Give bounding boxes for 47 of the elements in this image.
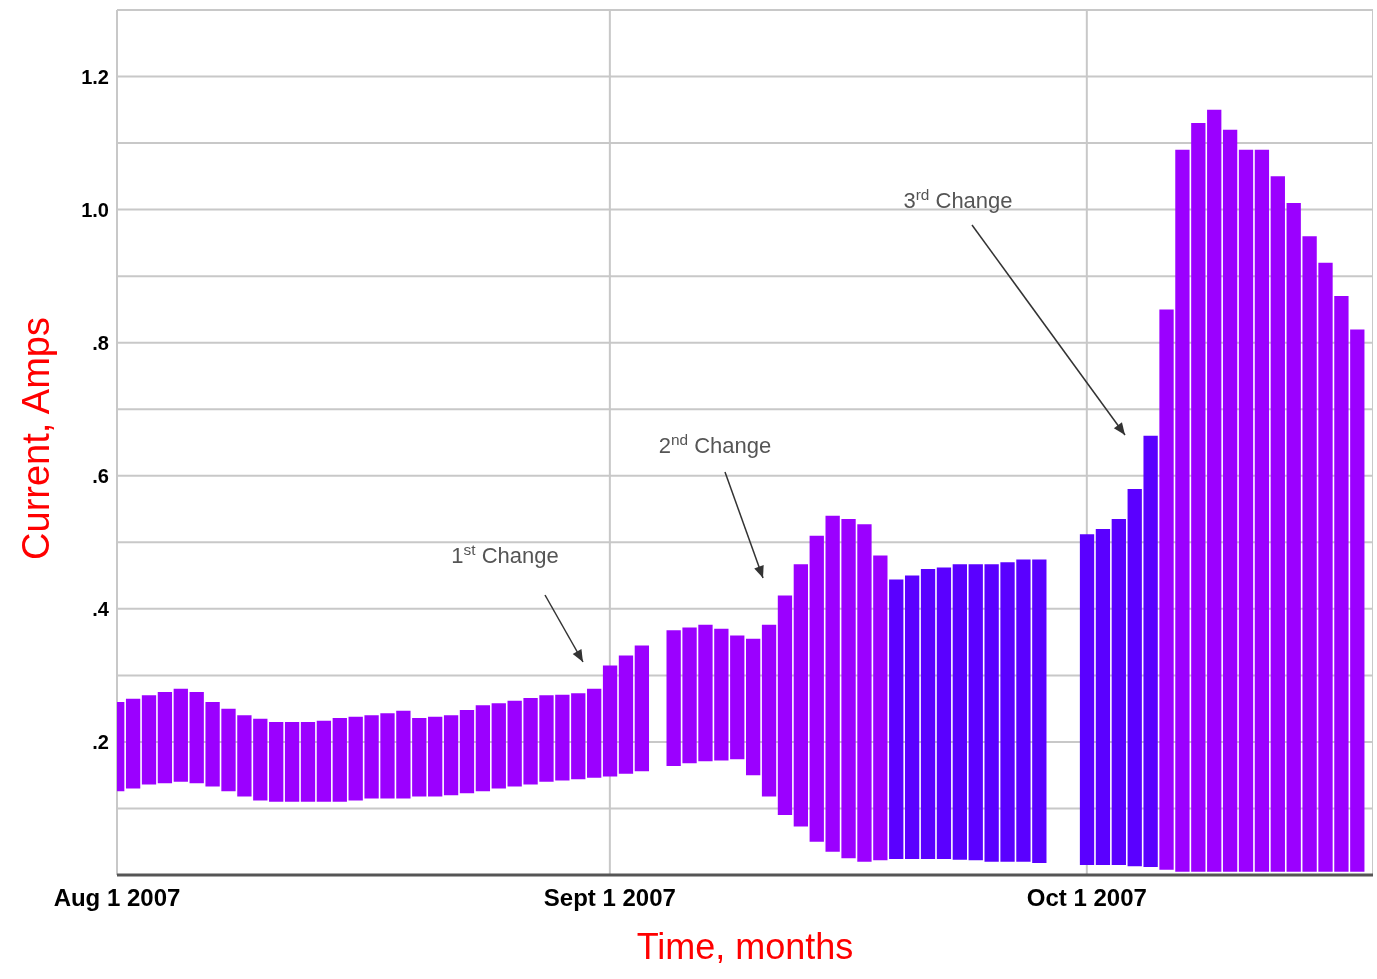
bar [1095,529,1111,866]
y-tick-label: .6 [92,464,109,487]
y-axis-title: Current, Amps [14,316,58,560]
bar [904,575,920,860]
bar [332,717,347,802]
bar [316,720,332,802]
bar [1222,129,1238,872]
y-tick-label: 1.0 [81,198,109,221]
bar [634,645,650,772]
annotation: 2$^{nd}$ Change [658,430,772,458]
bar [1238,149,1254,872]
bar [157,692,173,784]
bar [618,655,634,774]
bar [459,709,475,794]
annotation: 1$^{st}$ Change [451,540,559,568]
bar [491,703,506,789]
bar [300,721,316,802]
bar [1111,519,1126,866]
x-tick-label: Oct 1 2007 [1026,884,1147,912]
bar [173,688,188,782]
bar [587,688,602,778]
y-tick-label: .4 [92,597,110,620]
bar [952,564,967,860]
bar [1079,534,1095,866]
annotation: 3$^{rd}$ Change [903,185,1013,213]
bar [269,721,284,802]
x-tick-label: Sept 1 2007 [543,884,676,912]
bar [443,715,459,796]
bar [1270,176,1285,872]
bar [1207,109,1222,872]
bar [475,705,491,792]
bar [602,665,618,777]
y-tick-label: .8 [92,331,109,354]
bar [936,567,952,860]
bar [284,721,300,802]
x-tick-label: Aug 1 2007 [53,884,181,912]
bar [428,716,443,797]
bar [761,624,777,797]
bar [793,564,809,827]
bar [746,638,761,776]
bar [889,579,904,860]
y-tick-label: 1.2 [81,65,109,88]
bar [1254,149,1270,872]
bar [777,595,793,816]
y-tick-label: .2 [92,731,109,754]
bar [141,695,157,785]
bar [920,568,936,860]
